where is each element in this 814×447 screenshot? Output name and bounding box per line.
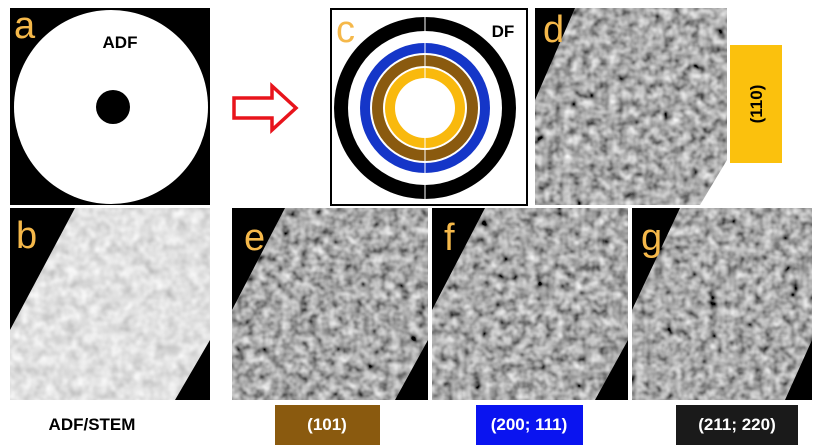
panel-c: c DF [331, 9, 527, 205]
panel-label: e [244, 217, 265, 259]
panel-label: b [16, 215, 37, 257]
arrow [234, 86, 296, 130]
panel-label: f [444, 217, 455, 259]
caption: (211; 220) [698, 415, 776, 434]
panel-a: a ADF [10, 5, 210, 205]
panel-g: g (211; 220) [632, 208, 812, 445]
caption: (101) [307, 415, 347, 434]
caption: ADF/STEM [49, 415, 136, 434]
panel-label: g [641, 217, 662, 259]
panel-label: a [14, 5, 36, 47]
panel-b: b ADF/STEM [10, 208, 210, 434]
panel-f: f (200; 111) [432, 208, 628, 445]
panel-label: d [543, 9, 564, 51]
panel-d: d (110) [535, 8, 782, 205]
panel-e: e (101) [232, 208, 428, 445]
figure: a ADF c DF d (110) b ADF/STEM [0, 0, 814, 447]
caption: (110) [747, 85, 766, 124]
caption: (200; 111) [491, 415, 568, 434]
panel-label: c [336, 9, 355, 51]
detector-hole [96, 90, 130, 124]
panel-title: ADF [103, 33, 138, 52]
panel-title: DF [492, 22, 515, 41]
